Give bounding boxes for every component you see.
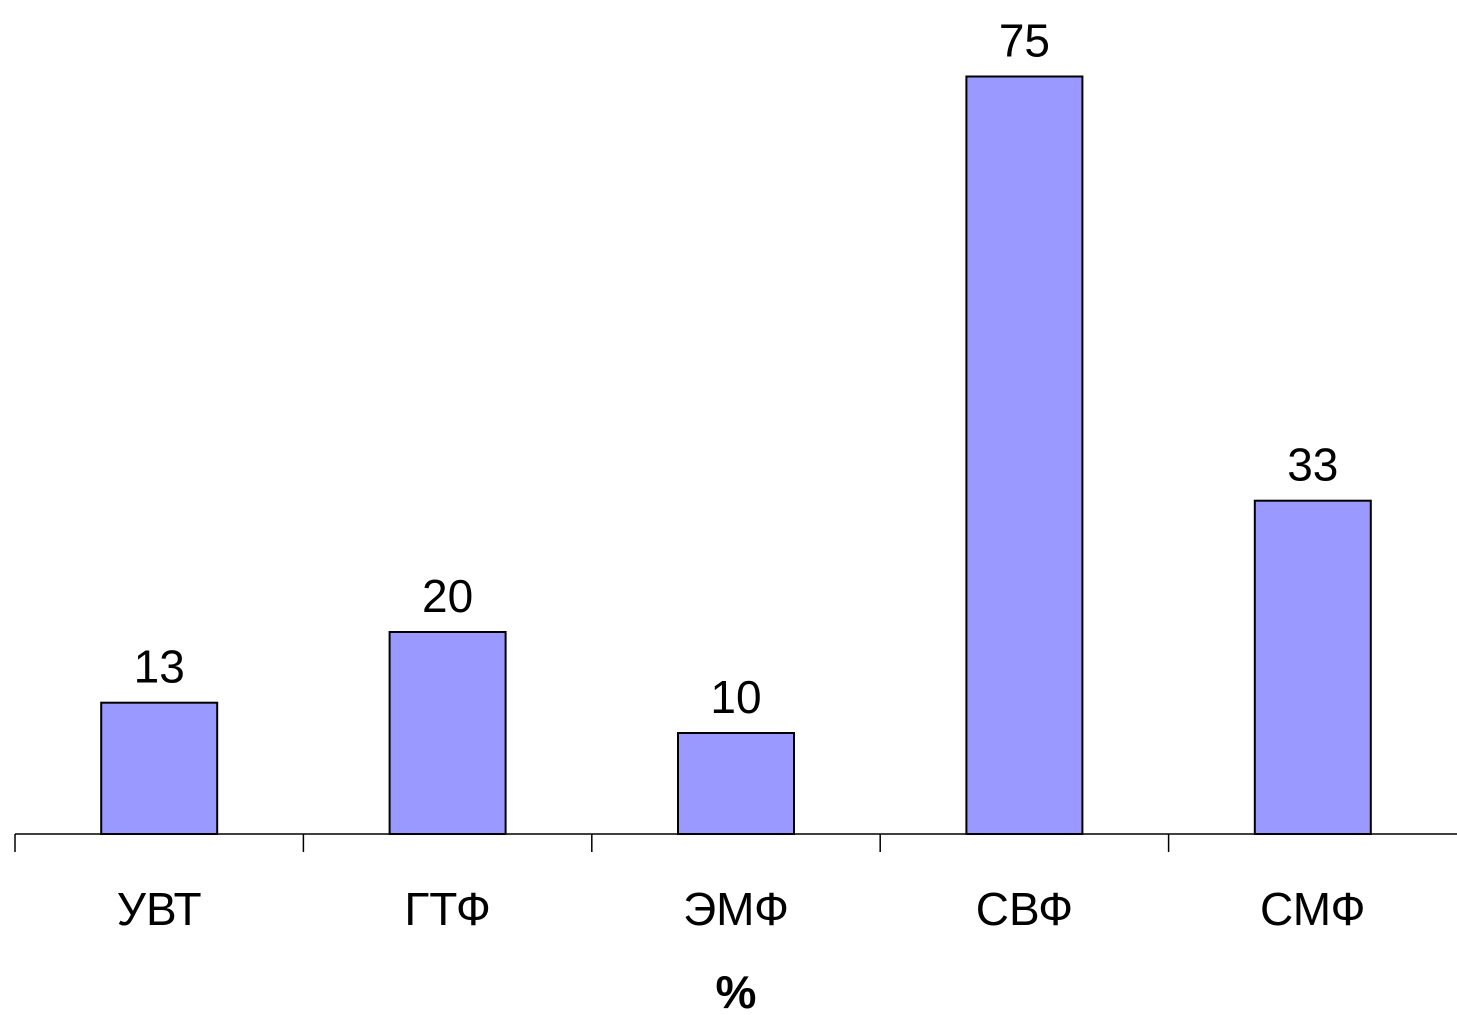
data-label: 10 [710, 671, 761, 723]
bars-group [100, 75, 1372, 836]
data-label: 20 [422, 570, 473, 622]
bar [1253, 499, 1372, 835]
bar [965, 75, 1084, 835]
data-label: 33 [1287, 439, 1338, 491]
data-label: 75 [999, 15, 1050, 67]
x-axis-title: % [716, 966, 757, 1015]
category-label: ГТФ [404, 883, 490, 935]
category-label: СМФ [1260, 883, 1365, 935]
bar [388, 631, 507, 835]
x-axis-ticks [14, 834, 1170, 852]
category-label: УВТ [117, 883, 202, 935]
bar [100, 701, 219, 836]
category-label: ЭМФ [683, 883, 789, 935]
bar [677, 732, 795, 835]
category-label: СВФ [976, 883, 1073, 935]
data-label: 13 [134, 641, 185, 693]
data-labels-group: 13 20 10 75 33 [134, 15, 1339, 724]
category-labels-group: УВТ ГТФ ЭМФ СВФ СМФ [117, 883, 1366, 935]
